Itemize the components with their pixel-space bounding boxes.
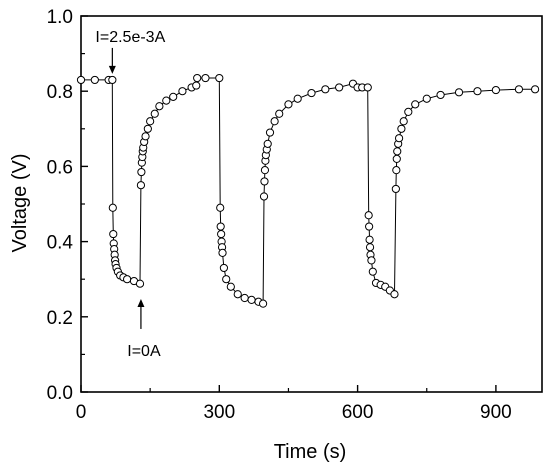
data-point [193,73,202,83]
data-point [109,229,118,239]
data-point [394,134,404,143]
axes-frame [80,15,543,393]
data-point [390,290,399,299]
data-point [76,75,86,85]
data-point [137,167,146,177]
data-point [169,92,178,101]
data-point [263,139,272,148]
data-point [530,85,540,94]
data-series [76,73,540,308]
data-point [270,117,279,126]
data-point [222,275,231,284]
data-point [367,256,376,265]
data-point [217,229,226,239]
data-point [90,75,99,85]
annotation-arrow-head [137,298,145,307]
y-axis-title: Voltage (V) [9,154,31,253]
data-point [135,279,145,288]
y-tick-label: 0.0 [47,383,73,404]
data-point [141,132,150,141]
data-point [436,90,445,100]
data-point [397,124,406,133]
data-point [363,83,372,92]
data-point [364,211,373,220]
tick-labels: 0 300 600 900 0.0 0.2 0.4 0.6 0.8 1.0 [47,7,512,423]
data-point [404,107,413,116]
data-point [216,203,225,212]
data-point [284,100,293,109]
data-point [365,243,375,252]
data-point [108,203,117,212]
x-tick-label: 600 [342,402,374,423]
data-point [218,248,227,257]
annotations: I=2.5e-3A I=0A [95,29,165,360]
data-point [365,235,374,244]
data-point [335,83,344,92]
x-axis-title: Time (s) [274,441,347,463]
data-point [393,147,402,156]
data-point [178,87,187,96]
data-point [260,177,269,186]
data-point [146,117,155,126]
data-point [365,222,374,231]
axis-ticks [80,15,497,393]
data-point [162,96,171,105]
series-line [81,77,536,305]
data-point [368,267,377,276]
data-point [247,295,256,304]
y-tick-label: 0.4 [47,233,74,254]
data-point [216,222,225,231]
data-point [392,166,401,175]
data-point [259,192,269,201]
data-point [219,263,229,273]
annotation-arrow-head [108,65,116,74]
data-point [233,290,242,299]
data-point [411,100,420,109]
data-point [265,128,275,137]
data-point [123,275,132,284]
data-point [201,73,210,83]
data-point [399,117,408,126]
data-point [514,85,524,94]
data-point [391,184,400,194]
data-point [422,94,431,103]
plot-frame [80,15,543,393]
annotation-label: I=0A [127,343,161,360]
data-point [392,154,401,163]
data-point [260,166,270,175]
data-point [136,181,146,190]
data-point [226,282,235,291]
data-point [454,88,464,97]
x-tick-label: 900 [480,402,512,423]
annotation-label: I=2.5e-3A [95,29,165,46]
data-point [275,109,284,118]
data-point [108,75,117,85]
data-point [307,88,316,98]
y-tick-label: 1.0 [47,7,73,28]
data-point [491,85,500,95]
data-point [155,102,164,111]
x-tick-label: 300 [203,402,235,423]
data-point [321,85,330,94]
y-tick-label: 0.8 [47,82,73,103]
data-point [473,87,482,96]
y-tick-label: 0.2 [47,308,73,329]
data-point [215,73,224,83]
data-point [258,299,268,308]
data-point [150,109,159,118]
data-point [240,293,249,303]
data-point [293,94,302,103]
data-point [192,81,201,90]
y-tick-label: 0.6 [47,157,73,178]
data-point [143,124,152,133]
x-tick-label: 0 [76,402,87,423]
